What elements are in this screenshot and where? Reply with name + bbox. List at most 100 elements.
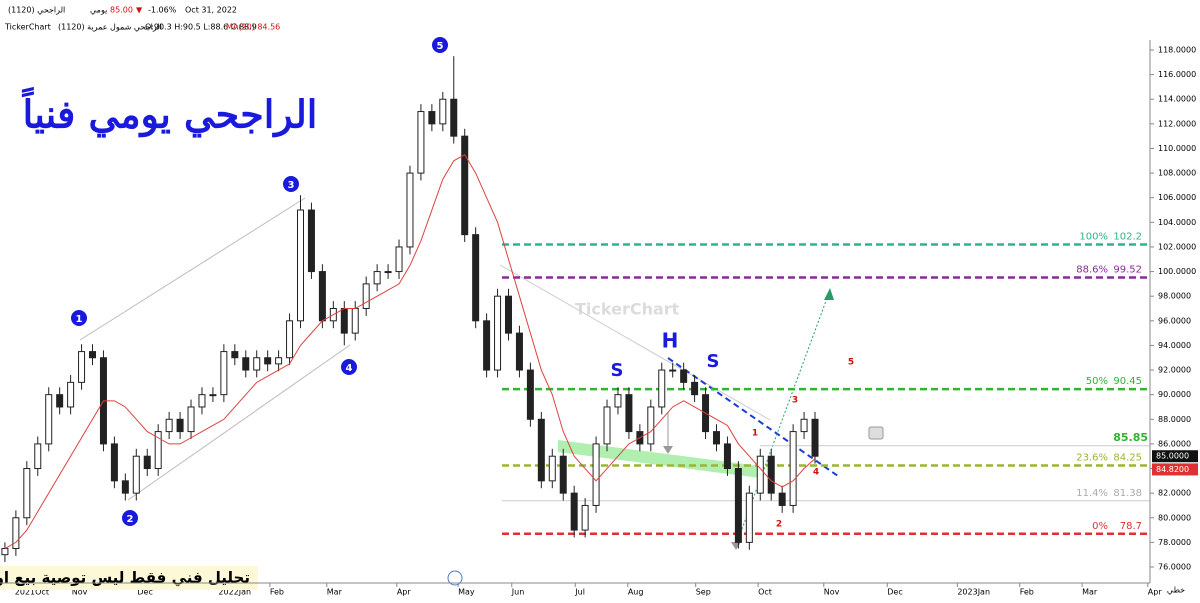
fib-value: 78.7 xyxy=(1120,521,1142,532)
y-tick-label: 96.0000 xyxy=(1158,316,1191,325)
candle-body xyxy=(110,443,118,482)
symbol: الراجحي (1120) xyxy=(8,6,65,15)
x-tick-label: Apr xyxy=(397,588,412,597)
candle-body xyxy=(253,357,261,371)
candle-body xyxy=(647,406,655,445)
candle-body xyxy=(384,271,392,274)
brand: TickerChart xyxy=(4,23,51,32)
candle-body xyxy=(362,283,370,309)
x-tick-label: Apr xyxy=(1148,588,1163,597)
fib-pct: 23.6% xyxy=(1076,452,1108,463)
candle-body xyxy=(143,455,151,470)
candle-body xyxy=(67,381,75,408)
x-tick-label: Nov xyxy=(824,588,840,597)
y-tick-label: 102.0000 xyxy=(1158,242,1196,251)
wave-circle xyxy=(122,510,138,526)
candle-body xyxy=(811,418,819,457)
count: 4 xyxy=(813,468,819,478)
candle-body xyxy=(373,271,381,285)
candle-body xyxy=(592,443,600,506)
candle-body xyxy=(78,351,86,383)
count: 2 xyxy=(776,520,782,530)
candle-body xyxy=(12,517,20,550)
candle-body xyxy=(176,418,184,433)
ohlc: O:90.3 H:90.5 L:88.6 C:88.9 xyxy=(145,23,257,32)
trend xyxy=(499,264,771,421)
candle-body xyxy=(132,455,140,494)
pattern: H xyxy=(662,329,679,353)
line-type: خطي xyxy=(1167,586,1185,595)
x-tick-label: Sep xyxy=(696,588,711,597)
candle-body xyxy=(581,504,589,531)
candle-body xyxy=(723,443,731,470)
candle-body xyxy=(483,320,491,371)
wave: 3 xyxy=(288,180,295,191)
y-tick-label: 112.0000 xyxy=(1158,119,1196,128)
pattern: S xyxy=(707,351,720,372)
y-tick-label: 104.0000 xyxy=(1158,218,1196,227)
candle-body xyxy=(89,351,97,359)
candle-body xyxy=(494,295,502,371)
date: Oct 31, 2022 xyxy=(185,6,237,15)
candle-body xyxy=(658,369,666,408)
price-box xyxy=(1152,463,1198,476)
x-tick-label: Aug xyxy=(628,588,644,597)
candle-body xyxy=(34,443,42,470)
candle-body xyxy=(395,246,403,273)
candle-body xyxy=(734,468,742,543)
candle-body xyxy=(198,394,206,408)
count: 5 xyxy=(848,358,854,368)
price-label: 84.8200 xyxy=(1156,465,1189,474)
wave: 2 xyxy=(127,514,134,525)
x-tick-label: May xyxy=(458,588,475,597)
stock-name: الراجحي شمول عمرية (1120) xyxy=(58,23,162,32)
candle-body xyxy=(450,98,458,137)
candle-body xyxy=(669,369,677,372)
fib-value: 99.52 xyxy=(1113,264,1142,275)
y-tick-label: 114.0000 xyxy=(1158,95,1196,104)
candle-body xyxy=(45,394,53,445)
fib-pct: 88.6% xyxy=(1076,264,1108,275)
candle-body xyxy=(756,455,764,494)
x-tick-label: Mar xyxy=(327,588,343,597)
x-tick-label: Jun xyxy=(511,588,525,597)
count: 1 xyxy=(752,429,758,439)
candle-body xyxy=(559,455,567,494)
y-tick-label: 110.0000 xyxy=(1158,144,1196,153)
y-tick-label: 78.0000 xyxy=(1158,538,1191,547)
fib-value: 81.38 xyxy=(1113,488,1142,499)
fib-value: 85.85 xyxy=(1113,431,1148,444)
fib-pct: 100% xyxy=(1079,231,1108,242)
y-tick-label: 92.0000 xyxy=(1158,366,1191,375)
ma-line xyxy=(4,153,816,549)
channel xyxy=(79,197,306,341)
candle-body xyxy=(242,357,250,371)
candle-body xyxy=(220,351,228,396)
fib-value: 90.45 xyxy=(1113,376,1142,387)
candle-body xyxy=(680,369,688,383)
candle-body xyxy=(504,295,512,334)
x-tick-label: Nov xyxy=(72,588,88,597)
wave: 1 xyxy=(76,314,83,325)
x-tick-label: Feb xyxy=(270,588,284,597)
pattern: S xyxy=(611,360,624,381)
arrow-head xyxy=(663,446,673,454)
y-tick-label: 108.0000 xyxy=(1158,169,1196,178)
candle-body xyxy=(275,357,283,365)
x-tick-label: 2023Jan xyxy=(957,588,990,597)
watermark: TickerChart xyxy=(575,300,680,319)
candle-body xyxy=(318,271,326,322)
candle-body xyxy=(789,431,797,506)
y-tick-label: 94.0000 xyxy=(1158,341,1191,350)
x-tick-label: 2021Oct xyxy=(15,588,49,597)
x-tick-label: Oct xyxy=(758,588,772,597)
last: 85.00 xyxy=(110,6,133,15)
breakout-line xyxy=(667,357,839,477)
ma-label: MA(20) 84.56 xyxy=(226,23,280,32)
candle-body xyxy=(428,111,436,125)
candle-body xyxy=(307,209,315,273)
disclaimer: تحليل فني فقط ليس توصية بيع او شراء xyxy=(0,569,250,587)
neckline-band xyxy=(558,440,760,478)
arrow-head xyxy=(824,288,834,300)
